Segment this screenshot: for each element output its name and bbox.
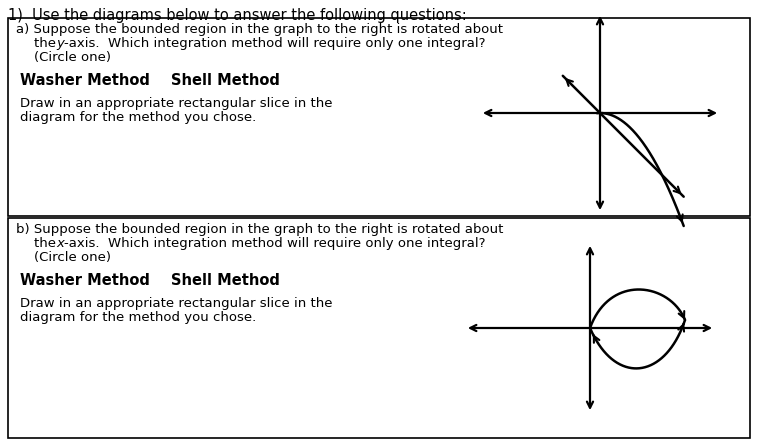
Text: 1)  Use the diagrams below to answer the following questions:: 1) Use the diagrams below to answer the … [8, 8, 467, 23]
Text: Washer Method: Washer Method [20, 273, 150, 288]
Text: Draw in an appropriate rectangular slice in the: Draw in an appropriate rectangular slice… [20, 297, 333, 310]
Text: (Circle one): (Circle one) [34, 251, 111, 264]
Text: diagram for the method you chose.: diagram for the method you chose. [20, 111, 256, 124]
Text: the: the [34, 37, 60, 50]
Text: Shell Method: Shell Method [171, 73, 280, 88]
Text: -axis.  Which integration method will require only one integral?: -axis. Which integration method will req… [64, 237, 486, 250]
Text: -axis.  Which integration method will require only one integral?: -axis. Which integration method will req… [64, 37, 486, 50]
Text: diagram for the method you chose.: diagram for the method you chose. [20, 311, 256, 324]
Text: a) Suppose the bounded region in the graph to the right is rotated about: a) Suppose the bounded region in the gra… [16, 23, 503, 36]
Text: x: x [56, 237, 64, 250]
Text: the: the [34, 237, 60, 250]
Text: b) Suppose the bounded region in the graph to the right is rotated about: b) Suppose the bounded region in the gra… [16, 223, 503, 236]
Text: Washer Method: Washer Method [20, 73, 150, 88]
Text: (Circle one): (Circle one) [34, 51, 111, 64]
Bar [8, 218, 750, 438]
Text: Shell Method: Shell Method [171, 273, 280, 288]
Text: Draw in an appropriate rectangular slice in the: Draw in an appropriate rectangular slice… [20, 97, 333, 110]
Text: y: y [56, 37, 64, 50]
Bar [8, 18, 750, 216]
